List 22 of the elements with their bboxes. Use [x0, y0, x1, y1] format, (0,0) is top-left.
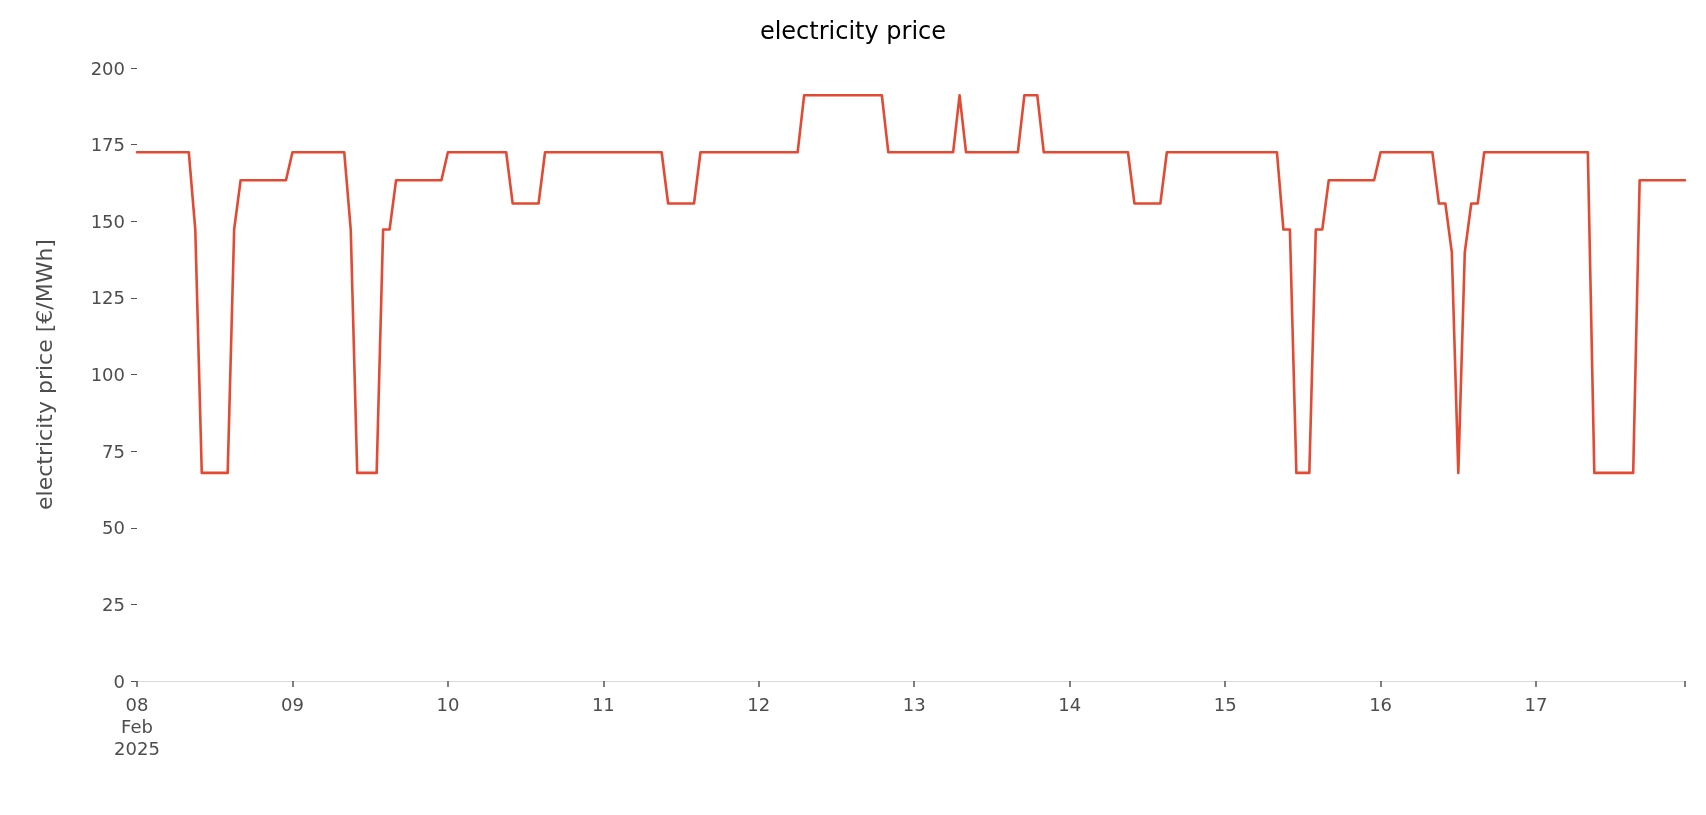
y-tick-label: 175 — [90, 134, 125, 156]
y-tick-label: 0 — [113, 670, 125, 692]
x-tick-label: 12 — [747, 693, 771, 715]
line-series — [135, 93, 1687, 475]
x-tick-label: 13 — [902, 693, 926, 715]
x-tick-label: 15 — [1213, 693, 1237, 715]
y-tick-label: 125 — [90, 287, 125, 309]
y-tick-label: 150 — [90, 210, 125, 232]
x-tick-label: 14 — [1058, 693, 1082, 715]
y-axis-title: electricity price [€/MWh] — [31, 239, 57, 510]
y-tick-label: 75 — [102, 440, 125, 462]
y-tick-label: 25 — [102, 593, 125, 615]
x-tick-label: 16 — [1369, 693, 1393, 715]
x-tick-label: 08 Feb 2025 — [114, 693, 160, 759]
x-tick-label: 09 — [280, 693, 304, 715]
y-tick-label: 100 — [90, 364, 125, 385]
x-tick-label: 17 — [1524, 693, 1548, 715]
x-tick-label: 11 — [591, 693, 615, 715]
y-tick-label: 50 — [102, 517, 125, 539]
y-tick-label: 200 — [90, 57, 125, 79]
x-tick-label: 10 — [436, 693, 460, 715]
chart-title: electricity price — [759, 17, 947, 45]
